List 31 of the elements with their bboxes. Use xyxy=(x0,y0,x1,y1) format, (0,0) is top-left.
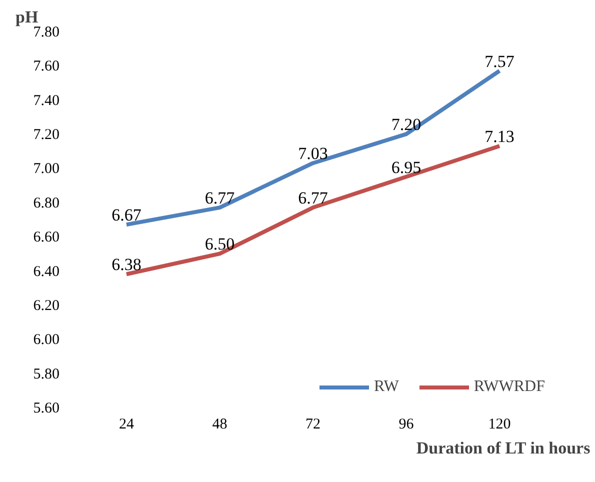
legend-label: RW xyxy=(374,378,399,396)
data-label: 6.38 xyxy=(112,255,142,274)
data-label: 6.67 xyxy=(112,206,142,225)
y-tick-label: 6.00 xyxy=(33,332,60,348)
x-tick-label: 24 xyxy=(118,416,134,432)
y-tick-label: 6.20 xyxy=(33,298,60,314)
data-label: 7.20 xyxy=(391,115,422,134)
x-tick-label: 48 xyxy=(212,416,228,432)
y-tick-label: 5.60 xyxy=(33,400,60,416)
y-tick-label: 7.00 xyxy=(33,161,60,178)
data-label: 7.13 xyxy=(484,127,514,146)
data-label: 7.03 xyxy=(298,144,328,164)
y-tick-label: 7.60 xyxy=(33,58,60,75)
data-label: 6.50 xyxy=(204,234,235,254)
y-tick-label: 7.20 xyxy=(33,127,60,144)
x-axis-title: Duration of LT in hours xyxy=(416,438,591,458)
y-axis-title: pH xyxy=(16,8,38,26)
y-tick-label: 7.80 xyxy=(33,24,60,40)
data-label: 7.57 xyxy=(484,52,515,71)
data-label: 6.95 xyxy=(391,158,422,177)
y-tick-label: 5.80 xyxy=(33,366,60,382)
data-label: 6.77 xyxy=(204,188,236,208)
y-tick-label: 7.40 xyxy=(33,92,60,109)
x-tick-label: 72 xyxy=(306,416,320,432)
y-tick-label: 6.40 xyxy=(33,264,60,280)
data-label: 6.77 xyxy=(298,188,328,208)
legend-label: RWWRDF xyxy=(474,378,545,396)
y-tick-label: 6.60 xyxy=(33,230,60,246)
x-tick-label: 120 xyxy=(488,416,511,432)
x-tick-label: 96 xyxy=(398,416,414,432)
y-tick-label: 6.80 xyxy=(33,195,60,212)
